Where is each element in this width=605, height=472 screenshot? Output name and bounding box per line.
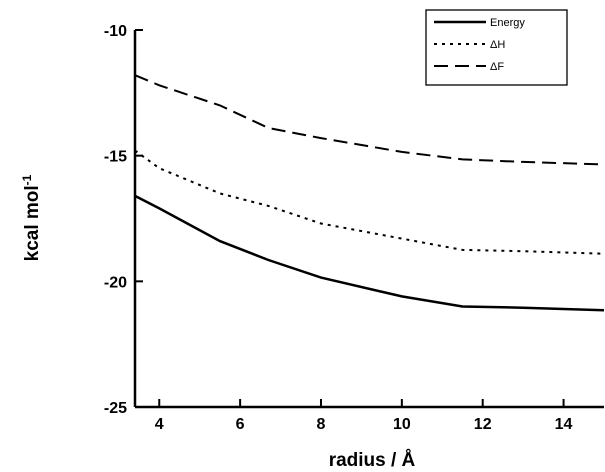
- y-tick-label: -10: [104, 23, 127, 40]
- series-line-3: [134, 74, 605, 166]
- y-tick-label: -25: [104, 400, 127, 417]
- y-axis-title-exponent: -1: [20, 174, 34, 185]
- x-tick-label: 6: [236, 416, 245, 433]
- legend-label-3: ΔF: [490, 61, 504, 73]
- y-axis-title-main: kcal mol: [22, 185, 43, 261]
- legend: Energy ΔH ΔF: [425, 9, 568, 86]
- x-tick-label: 4: [155, 416, 164, 433]
- x-axis-title: radius / Å: [329, 450, 416, 471]
- x-tick-label: 14: [555, 416, 573, 433]
- legend-label-2: ΔH: [490, 39, 505, 51]
- series-layer: [134, 74, 605, 312]
- x-tick-label: 12: [474, 416, 492, 433]
- y-tick-label: -20: [104, 274, 127, 291]
- y-axis-title: kcal mol-1: [20, 174, 43, 261]
- x-tick-label: 8: [317, 416, 326, 433]
- x-tick-label: 10: [393, 416, 411, 433]
- x-ticks: 4 6 8 10 12 14: [155, 399, 573, 433]
- y-ticks: -10 -15 -20 -25: [104, 23, 143, 417]
- series-line-1: [134, 194, 605, 312]
- legend-label-1: Energy: [490, 17, 525, 29]
- series-line-2: [134, 149, 605, 255]
- y-tick-label: -15: [104, 149, 127, 166]
